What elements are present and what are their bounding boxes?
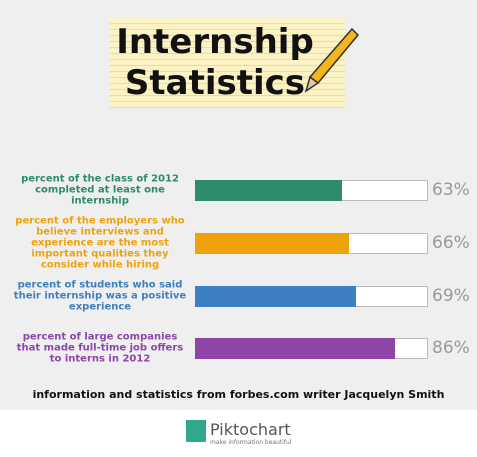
chart-title: Internship Statistics: [116, 22, 314, 103]
logo-text: Piktochart: [210, 420, 291, 439]
value-label: 66%: [432, 233, 470, 253]
bar: [195, 337, 396, 359]
category-label: percent of large companies that made ful…: [16, 331, 184, 365]
source-note: information and statistics from forbes.c…: [32, 388, 445, 401]
bar: [195, 232, 349, 254]
pencil-icon: [304, 27, 360, 93]
category-label: percent of the employers who believe int…: [15, 215, 185, 271]
bar: [195, 285, 356, 307]
value-label: 69%: [432, 286, 470, 306]
value-label: 63%: [432, 180, 470, 200]
value-label: 86%: [432, 338, 470, 358]
sticky-note: [110, 18, 345, 108]
category-label: percent of the class of 2012 completed a…: [21, 173, 179, 207]
logo-tagline: make information beautiful: [210, 439, 292, 446]
logo-icon: [186, 420, 206, 442]
bar: [195, 179, 342, 201]
category-label: percent of students who said their inter…: [13, 279, 187, 313]
